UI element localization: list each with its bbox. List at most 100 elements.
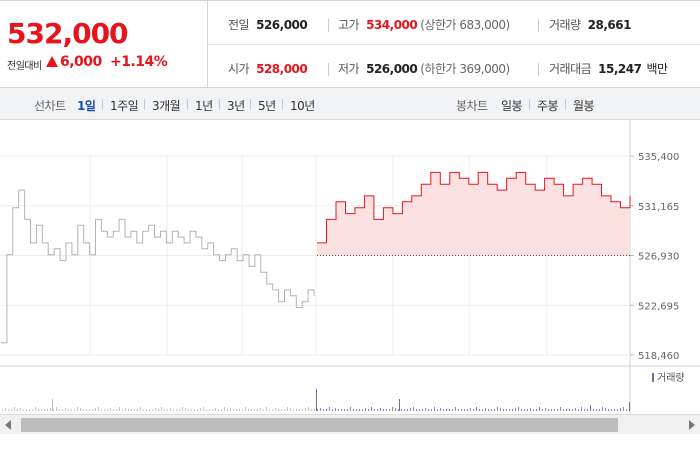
volume-bar bbox=[482, 409, 483, 411]
y-tick-label: 526,930 bbox=[638, 252, 679, 263]
volume-bar bbox=[65, 408, 66, 411]
volume-bar bbox=[503, 409, 504, 411]
candle-monthly-tab[interactable]: 월봉 bbox=[573, 99, 595, 113]
volume-bar bbox=[383, 409, 384, 411]
volume-bar bbox=[140, 407, 141, 411]
period-1y-tab[interactable]: 1년 bbox=[195, 99, 213, 113]
period-3y-tab[interactable]: 3년 bbox=[227, 99, 245, 113]
volume-bar bbox=[269, 409, 270, 411]
volume-bar bbox=[176, 409, 177, 411]
stat-value: 528,000 bbox=[256, 62, 308, 76]
divider bbox=[565, 99, 566, 110]
divider bbox=[219, 99, 220, 110]
volume-bar bbox=[155, 408, 156, 411]
divider bbox=[328, 63, 329, 76]
volume-bar bbox=[374, 409, 375, 411]
volume-bar bbox=[137, 409, 138, 411]
volume-bar bbox=[623, 407, 624, 411]
volume-bar bbox=[2, 409, 3, 411]
volume-bar bbox=[188, 409, 189, 411]
volume-bar bbox=[455, 407, 456, 411]
volume-bar bbox=[185, 408, 186, 411]
volume-bar bbox=[359, 409, 360, 411]
volume-bar bbox=[476, 407, 477, 411]
stat-volume: 거래량 28,661 bbox=[549, 16, 631, 33]
stat-label: 시가 bbox=[228, 62, 250, 76]
period-3m-tab[interactable]: 3개월 bbox=[152, 99, 181, 113]
up-arrow-icon bbox=[46, 56, 58, 67]
period-1d-tab[interactable]: 1일 bbox=[77, 99, 96, 113]
volume-bar bbox=[329, 407, 330, 411]
volume-bar bbox=[251, 409, 252, 411]
price-chart[interactable]: 535,400 531,165 526,930 522,695 518,460 거래량 bbox=[0, 120, 700, 416]
volume-bar bbox=[203, 407, 204, 411]
volume-bar bbox=[266, 407, 267, 411]
volume-bar bbox=[221, 409, 222, 411]
volume-bar bbox=[230, 408, 231, 411]
row-divider bbox=[208, 44, 700, 45]
volume-bar bbox=[485, 408, 486, 411]
volume-bar bbox=[536, 409, 537, 411]
volume-bar bbox=[68, 409, 69, 411]
volume-bar bbox=[167, 409, 168, 411]
volume-bar bbox=[239, 409, 240, 411]
volume-bar bbox=[335, 408, 336, 411]
volume-bar bbox=[542, 409, 543, 411]
volume-bar bbox=[350, 407, 351, 411]
volume-bar bbox=[164, 409, 165, 411]
today-line bbox=[317, 171, 631, 244]
volume-bar bbox=[86, 409, 87, 411]
volume-bar bbox=[578, 409, 579, 411]
scroll-left-icon[interactable] bbox=[5, 420, 11, 430]
stat-value: 15,247 bbox=[598, 62, 642, 76]
scroll-right-icon[interactable] bbox=[689, 420, 695, 430]
divider bbox=[282, 99, 283, 110]
volume-bar bbox=[557, 409, 558, 411]
volume-bar bbox=[587, 409, 588, 411]
candle-weekly-tab[interactable]: 주봉 bbox=[537, 99, 559, 113]
volume-bar bbox=[548, 409, 549, 411]
volume-bar bbox=[506, 409, 507, 411]
volume-bar bbox=[575, 408, 576, 411]
volume-bar bbox=[215, 408, 216, 411]
volume-bar bbox=[524, 409, 525, 411]
volume-bar bbox=[125, 408, 126, 411]
volume-bar bbox=[191, 409, 192, 411]
today-area-fill bbox=[317, 172, 630, 256]
volume-bar bbox=[344, 409, 345, 411]
volume-bar bbox=[95, 408, 96, 411]
volume-bar bbox=[308, 407, 309, 411]
volume-bar bbox=[23, 409, 24, 411]
volume-bar bbox=[134, 409, 135, 411]
volume-bar bbox=[338, 409, 339, 411]
chart-grid bbox=[0, 120, 700, 414]
change-label: 전일대비 bbox=[7, 61, 42, 72]
volume-bar bbox=[422, 409, 423, 411]
candle-daily-tab[interactable]: 일봉 bbox=[501, 99, 523, 113]
period-5y-tab[interactable]: 5년 bbox=[258, 99, 276, 113]
volume-bar bbox=[77, 407, 78, 411]
volume-bar bbox=[560, 407, 561, 411]
volume-bar bbox=[581, 407, 582, 411]
stat-label: 거래량 bbox=[549, 18, 581, 32]
volume-bar bbox=[614, 409, 615, 411]
volume-bar bbox=[5, 408, 6, 411]
volume-bar bbox=[392, 407, 393, 411]
scroll-thumb[interactable] bbox=[21, 418, 618, 432]
volume-bar bbox=[399, 399, 400, 411]
volume-bar bbox=[317, 409, 318, 411]
volume-bar bbox=[131, 409, 132, 411]
volume-bar bbox=[218, 409, 219, 411]
volume-bar bbox=[599, 409, 600, 411]
volume-bar bbox=[563, 409, 564, 411]
volume-bar bbox=[617, 409, 618, 411]
volume-bar bbox=[245, 407, 246, 411]
chart-scrollbar[interactable] bbox=[0, 414, 700, 434]
stat-high: 고가 534,000 (상한가 683,000) bbox=[338, 16, 510, 33]
period-10y-tab[interactable]: 10년 bbox=[290, 99, 315, 113]
period-1w-tab[interactable]: 1주일 bbox=[110, 99, 139, 113]
volume-bar bbox=[491, 409, 492, 411]
volume-bar bbox=[248, 409, 249, 411]
volume-bar bbox=[56, 407, 57, 411]
volume-bar bbox=[206, 409, 207, 411]
